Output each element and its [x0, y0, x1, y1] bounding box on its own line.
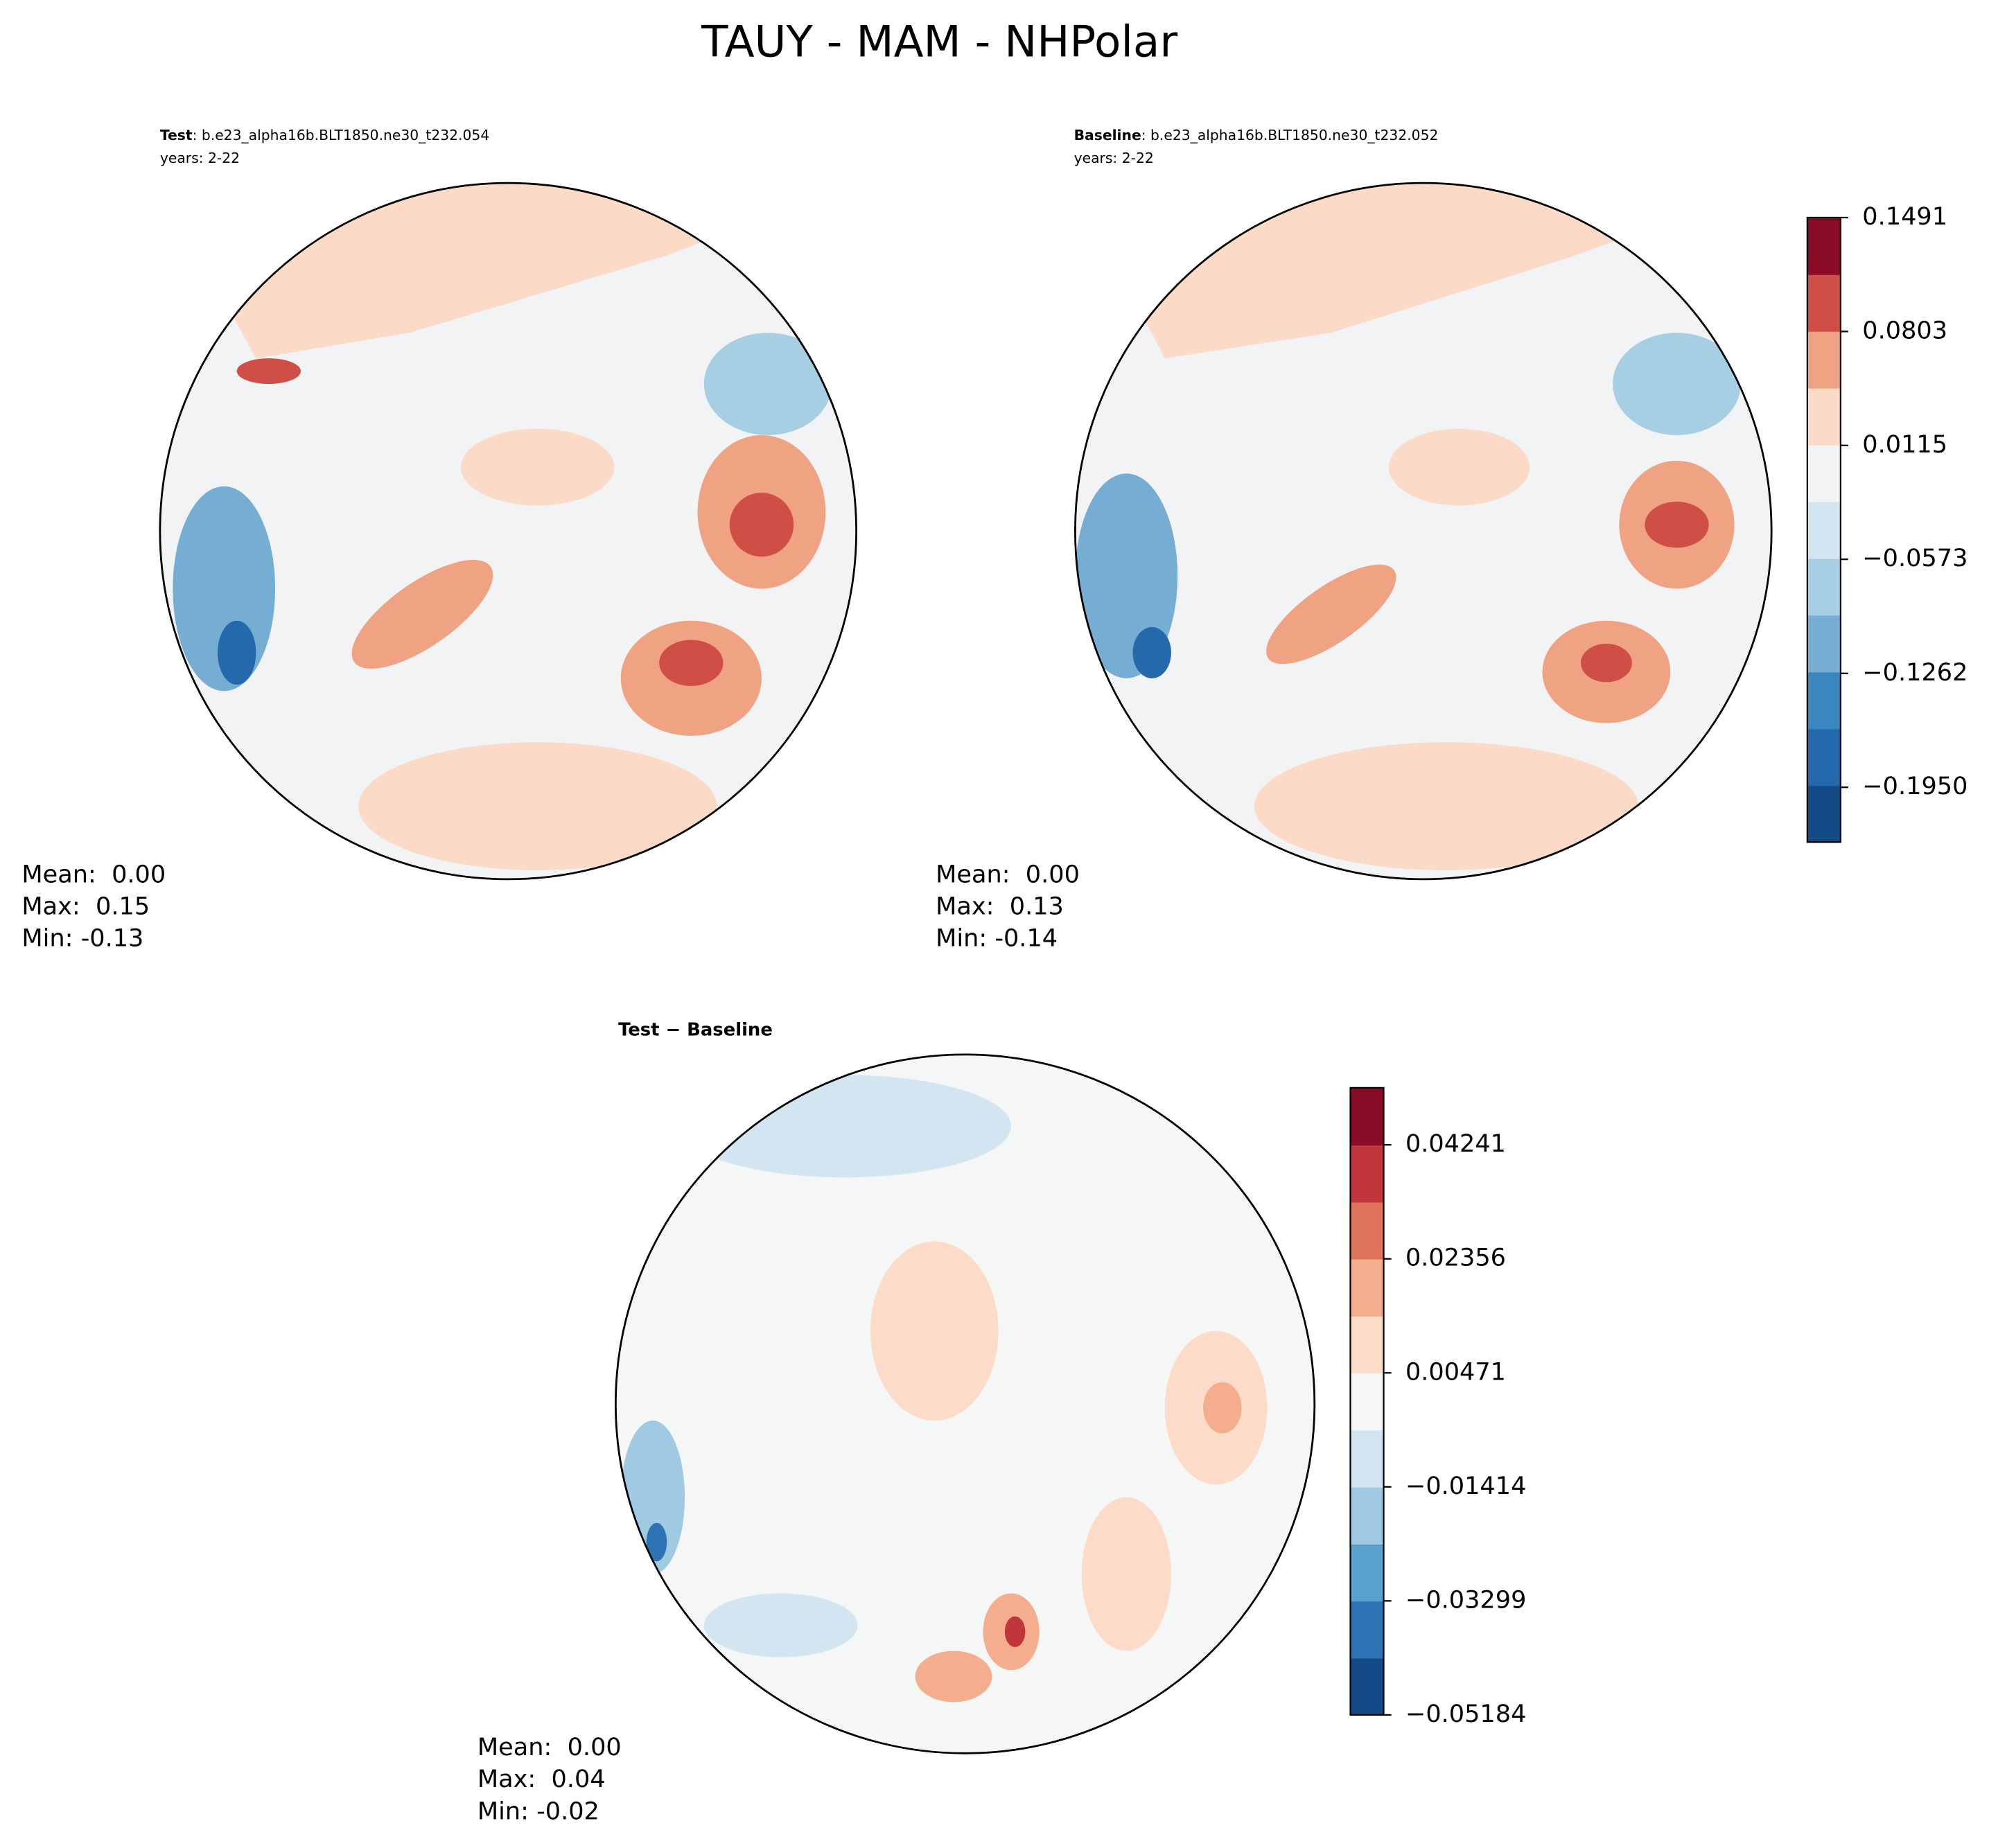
colorbar-tick-label: 0.1491 [1862, 202, 1947, 231]
panel-header: Baseline: b.e23_alpha16b.BLT1850.ne30_t2… [1074, 127, 1439, 144]
stat-max: Max: 0.15 [21, 892, 150, 920]
colorbar-tick-label: 0.04241 [1405, 1129, 1506, 1158]
colorbar-tick-label: −0.0573 [1862, 544, 1967, 572]
colorbar-frame [1806, 216, 1842, 843]
map [159, 183, 857, 879]
colorbar-band [1350, 1373, 1384, 1431]
colorbar-band [1350, 1544, 1384, 1602]
colorbar-tick-label: −0.1262 [1862, 658, 1967, 687]
colorbar-band [1807, 671, 1841, 730]
colorbar-band [1807, 387, 1841, 446]
panel-label: Test [160, 127, 193, 143]
colorbar-band [1350, 1486, 1384, 1545]
colorbar-band [1807, 558, 1841, 616]
stat-max: Max: 0.04 [477, 1765, 606, 1793]
panel-header: Test: b.e23_alpha16b.BLT1850.ne30_t232.0… [160, 127, 489, 144]
colorbar-band [1807, 331, 1841, 389]
colorbar-tick-label: 0.0115 [1862, 430, 1947, 459]
stat-min: Min: -0.02 [477, 1797, 599, 1825]
colorbar-band [1807, 785, 1841, 843]
colorbar-band [1350, 1145, 1384, 1203]
stat-min: Min: -0.14 [936, 924, 1058, 953]
colorbar-band [1350, 1429, 1384, 1488]
colorbar-band [1807, 501, 1841, 559]
stat-mean: Mean: 0.00 [477, 1733, 622, 1761]
stat-mean: Mean: 0.00 [21, 860, 166, 888]
colorbar-tick-label: 0.02356 [1405, 1244, 1506, 1272]
stat-min: Min: -0.13 [21, 924, 143, 953]
map [615, 1054, 1315, 1754]
colorbar-band [1807, 274, 1841, 332]
map [1075, 183, 1772, 879]
panel-label: Baseline [1074, 127, 1141, 143]
colorbar-band [1807, 615, 1841, 673]
colorbar-band [1350, 1315, 1384, 1374]
colorbar-frame [1349, 1086, 1385, 1716]
colorbar-tick-label: 0.0803 [1862, 316, 1947, 344]
colorbar-tick-label: −0.05184 [1405, 1700, 1526, 1728]
colorbar-band [1807, 444, 1841, 502]
colorbar-band [1807, 217, 1841, 275]
colorbar-band [1350, 1657, 1384, 1716]
colorbar-tick-label: −0.03299 [1405, 1585, 1526, 1614]
colorbar-band [1350, 1087, 1384, 1146]
stat-mean: Mean: 0.00 [936, 860, 1080, 888]
panel-title: Test − Baseline [618, 1019, 773, 1040]
colorbar-tick-label: 0.00471 [1405, 1357, 1506, 1386]
case-name: : b.e23_alpha16b.BLT1850.ne30_t232.054 [193, 127, 490, 144]
colorbar-band [1350, 1258, 1384, 1317]
colorbar-band [1350, 1202, 1384, 1260]
colorbar-band [1807, 728, 1841, 786]
colorbar-tick-label: −0.1950 [1862, 772, 1967, 800]
stat-max: Max: 0.13 [936, 892, 1064, 920]
colorbar-tick-label: −0.01414 [1405, 1472, 1526, 1500]
case-name: : b.e23_alpha16b.BLT1850.ne30_t232.052 [1141, 127, 1439, 144]
years: years: 2-22 [160, 150, 240, 166]
colorbar-band [1350, 1601, 1384, 1659]
years: years: 2-22 [1074, 150, 1154, 166]
figure-title: TAUY - MAM - NHPolar [701, 17, 1177, 67]
